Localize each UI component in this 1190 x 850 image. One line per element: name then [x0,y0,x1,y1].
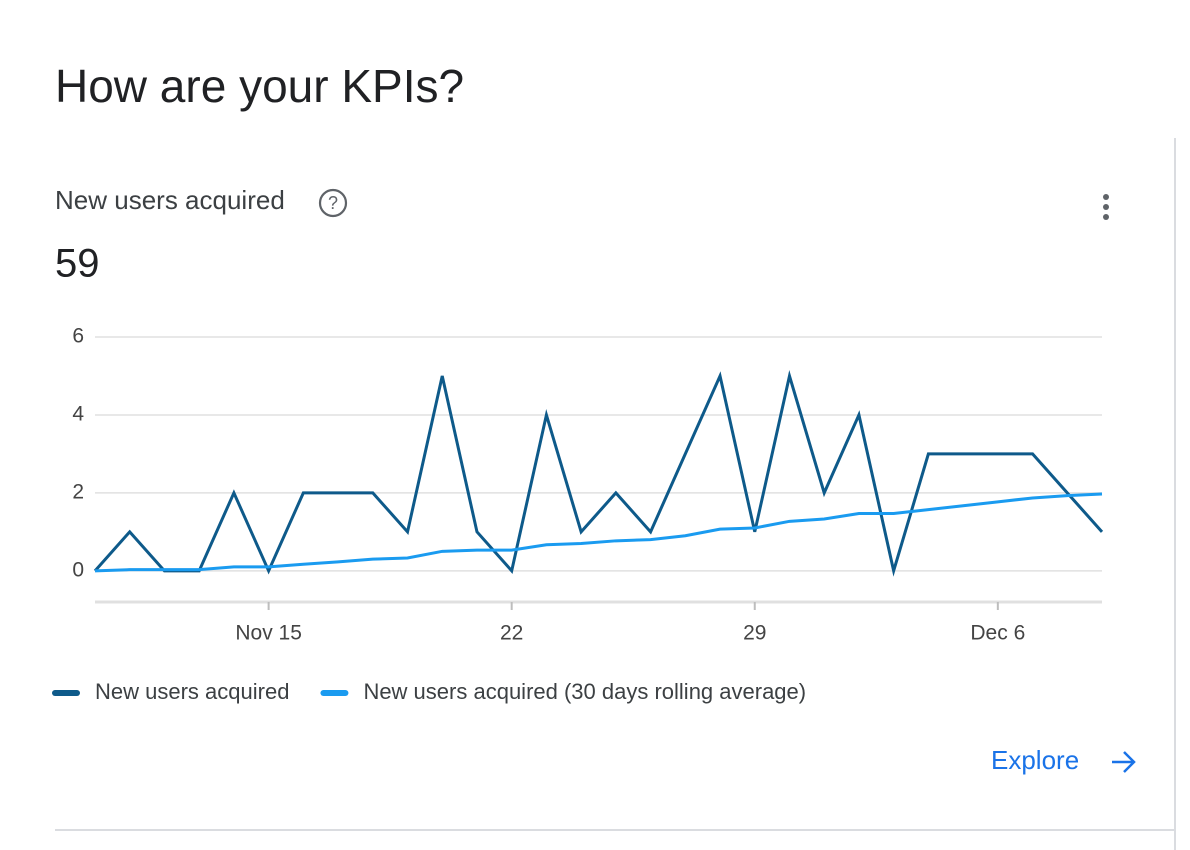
data-line [93,370,1104,577]
svg-text:?: ? [328,193,338,213]
explore-text[interactable]: Explore [991,745,1079,775]
legend-label: New users acquired [95,679,289,704]
help-icon[interactable]: ? [318,188,348,218]
arrow-icon [1112,751,1136,773]
y-tick-label: 2 [72,480,84,503]
data-line [94,492,1103,573]
explore-link[interactable]: Explore [991,745,1136,775]
legend-label: New users acquired (30 days rolling aver… [363,679,806,704]
x-tick-label: 29 [743,622,766,645]
card-title: New users acquired [55,185,285,215]
y-tick-label: 4 [72,402,84,425]
more-menu[interactable] [1103,194,1109,220]
x-tick-label: 22 [500,622,523,645]
x-tick-label: Nov 15 [235,622,302,645]
x-tick-label: Dec 6 [970,622,1025,645]
y-tick-label: 6 [72,325,84,348]
y-tick-label: 0 [72,558,84,581]
page-title: How are your KPIs? [55,60,464,112]
metric-value: 59 [55,242,100,286]
